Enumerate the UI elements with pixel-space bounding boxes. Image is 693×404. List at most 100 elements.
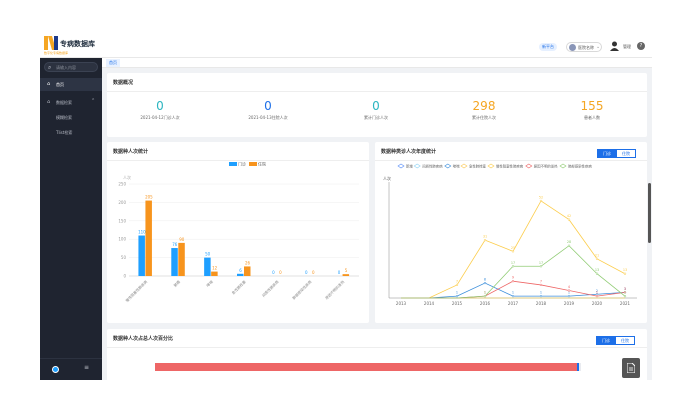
bar[interactable] xyxy=(204,257,211,276)
sidebar-item-home[interactable]: ⌂ 首页 xyxy=(40,78,102,91)
data-label: 7 xyxy=(540,279,542,283)
divider xyxy=(107,91,647,92)
house-icon: ⌂ xyxy=(47,99,51,105)
data-label: 28 xyxy=(567,240,571,244)
help-icon[interactable]: ? xyxy=(637,42,645,50)
legend-label[interactable]: 门诊 xyxy=(238,162,246,167)
data-point[interactable] xyxy=(483,294,487,298)
data-point[interactable] xyxy=(595,272,599,275)
x-tick-label: 2015 xyxy=(452,301,463,306)
divider xyxy=(107,347,647,348)
stat-card: 155 患者人数 xyxy=(539,99,645,121)
toggle-inpatient[interactable]: 住院 xyxy=(616,149,636,158)
x-tick-label: 间质性肺疾病 xyxy=(261,279,280,298)
data-point[interactable] xyxy=(567,294,571,298)
data-point[interactable] xyxy=(623,272,627,275)
data-label: 13 xyxy=(623,268,627,272)
data-point[interactable] xyxy=(567,289,571,292)
data-label: 31 xyxy=(483,235,487,239)
document-button[interactable] xyxy=(622,358,640,378)
app-subtitle: 数字化专病数据库 xyxy=(44,51,69,55)
overview-title: 数据概况 xyxy=(113,80,134,86)
legend-marker xyxy=(413,163,421,169)
percentage-bar xyxy=(155,363,581,371)
data-point[interactable] xyxy=(483,281,487,285)
search-placeholder: 请输入内容 xyxy=(56,65,76,70)
data-point[interactable] xyxy=(539,283,543,287)
bar[interactable] xyxy=(145,200,152,276)
stat-value: 298 xyxy=(472,99,496,113)
legend-label[interactable]: 间质性肺疾病 xyxy=(422,164,443,169)
scrollbar[interactable] xyxy=(648,183,651,243)
app-title: 专病数据库 xyxy=(60,40,95,48)
toggle-inpatient[interactable]: 住院 xyxy=(615,336,635,345)
data-point[interactable] xyxy=(539,294,543,298)
stat-value: 155 xyxy=(580,99,604,113)
x-tick-label: 2019 xyxy=(564,301,575,306)
status-circle-icon[interactable] xyxy=(52,366,59,373)
data-point[interactable] xyxy=(595,294,599,298)
data-point[interactable] xyxy=(455,283,459,287)
bar-value-label: 50 xyxy=(205,252,211,257)
sidebar-group-search[interactable]: ⌂ 数据检索 ⌃ xyxy=(40,96,102,108)
bar[interactable] xyxy=(211,271,218,276)
bar[interactable] xyxy=(178,242,185,276)
search-input[interactable]: ⌕ 请输入内容 xyxy=(44,62,98,72)
data-point[interactable] xyxy=(483,238,487,242)
stat-value: 0 xyxy=(156,99,164,113)
username[interactable]: 管理 xyxy=(623,44,631,49)
y-axis-label: 人次 xyxy=(383,175,391,181)
bar-value-label: 0 xyxy=(305,270,308,275)
sidebar-item-tlist-search[interactable]: Tlist检索 xyxy=(56,130,73,135)
data-point[interactable] xyxy=(539,199,543,203)
x-tick-label: 急性肺栓塞 xyxy=(230,279,247,296)
toggle-outpatient[interactable]: 门诊 xyxy=(597,149,617,158)
stat-label: 累计住院人次 xyxy=(472,115,496,120)
home-icon: ⌂ xyxy=(47,81,51,87)
stat-card: 0 累计门诊人次 xyxy=(323,99,429,121)
data-point[interactable] xyxy=(595,257,599,260)
data-point[interactable] xyxy=(539,265,543,268)
bar[interactable] xyxy=(244,266,251,276)
x-tick-label: 2013 xyxy=(396,301,407,306)
data-point[interactable] xyxy=(511,280,515,283)
bar[interactable] xyxy=(342,274,350,276)
avatar[interactable] xyxy=(610,41,619,51)
legend-label[interactable]: 原因不明的发热 xyxy=(534,164,558,169)
data-point[interactable] xyxy=(623,294,627,298)
data-point[interactable] xyxy=(511,265,515,268)
sidebar-footer: ≡ xyxy=(40,358,102,380)
platform-badge[interactable]: 新平台 xyxy=(539,43,557,51)
toggle-outpatient[interactable]: 门诊 xyxy=(596,336,616,345)
data-point[interactable] xyxy=(623,291,627,294)
bar[interactable] xyxy=(237,273,244,276)
data-point[interactable] xyxy=(511,250,515,253)
legend-label[interactable]: 住院 xyxy=(258,162,266,167)
tab-home[interactable]: 首页 xyxy=(106,59,120,67)
data-point[interactable] xyxy=(455,294,459,298)
legend-label[interactable]: 新增 xyxy=(406,164,413,169)
bar-value-label: 0 xyxy=(279,270,282,275)
divider xyxy=(375,160,647,161)
logo-icon xyxy=(44,36,58,50)
legend-label[interactable]: 急性肺栓塞 xyxy=(469,164,487,169)
percentage-bar-fill xyxy=(155,363,577,371)
bar[interactable] xyxy=(138,235,145,276)
bar[interactable] xyxy=(171,248,178,276)
legend-label[interactable]: 哮喘 xyxy=(453,164,460,169)
menu-icon[interactable]: ≡ xyxy=(84,364,90,371)
hospital-selector[interactable]: 医院名称 ⌄ xyxy=(566,42,602,52)
bar-value-label: 0 xyxy=(312,270,315,275)
legend-label[interactable]: 肺部感染性疾病 xyxy=(568,164,592,169)
legend-marker xyxy=(460,163,468,169)
data-point[interactable] xyxy=(567,244,571,247)
data-point[interactable] xyxy=(511,294,515,298)
bar-value-label: 205 xyxy=(145,195,153,200)
legend-label[interactable]: 慢性阻塞性肺疾病 xyxy=(496,164,524,169)
x-tick-label: 肺癌 xyxy=(172,279,181,288)
legend-marker xyxy=(444,163,452,169)
sidebar-item-fuzzy-search[interactable]: 模糊检索 xyxy=(56,115,72,120)
data-point[interactable] xyxy=(567,218,571,221)
search-icon: ⌕ xyxy=(48,64,52,71)
